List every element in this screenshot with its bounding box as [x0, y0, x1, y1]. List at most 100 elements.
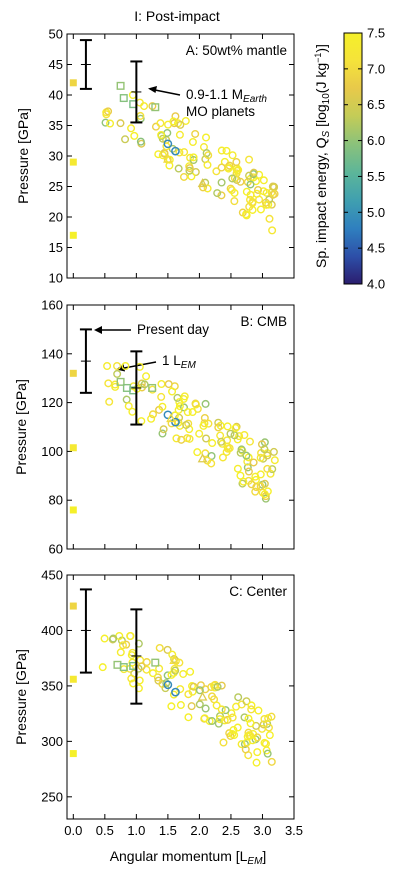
data-point-square-open — [119, 663, 128, 672]
data-point-circle — [140, 102, 149, 111]
panel-c-frame — [66, 574, 295, 820]
data-point-circle — [162, 679, 171, 688]
data-point-circle — [155, 643, 164, 652]
data-point-circle — [223, 422, 232, 431]
data-point-circle — [122, 395, 131, 404]
data-point-circle — [240, 740, 249, 749]
data-point-circle — [264, 714, 273, 723]
y-tick-label: 35 — [49, 118, 63, 133]
data-point-circle — [247, 701, 256, 710]
data-point-circle — [243, 463, 252, 472]
y-tick-label: 100 — [41, 444, 63, 459]
colorbar-tick-label: 7.5 — [367, 26, 385, 41]
panel-b-annotation: Present day 1 LEM — [94, 322, 209, 372]
x-tick-label: 3.0 — [253, 823, 271, 838]
data-point-circle — [260, 445, 269, 454]
data-point-circle — [127, 674, 136, 683]
data-point-circle — [167, 419, 176, 428]
data-point-circle — [147, 414, 156, 423]
error-bar — [130, 350, 143, 426]
data-point-circle — [116, 119, 125, 128]
data-point-circle — [184, 713, 193, 722]
colorbar-tick-label: 7.0 — [367, 61, 385, 76]
data-point-circle — [228, 151, 237, 160]
data-point-circle — [202, 133, 211, 142]
data-point-circle — [230, 197, 239, 206]
panel-a-ylabel: Pressure [GPa] — [15, 108, 31, 204]
data-point-circle — [236, 177, 245, 186]
data-point-circle — [220, 716, 229, 725]
data-point-circle — [157, 131, 166, 140]
colorbar-label: Sp. impact energy, QS [log10(J kg−1)] — [313, 44, 332, 268]
svg-text:1 LEM: 1 LEM — [162, 353, 196, 371]
data-point-circle — [230, 188, 239, 197]
data-point-circle — [188, 138, 197, 147]
data-point-circle — [199, 421, 208, 430]
data-point-circle — [261, 739, 270, 748]
data-point-circle — [218, 453, 227, 462]
data-point-circle — [268, 226, 277, 235]
data-point-circle — [247, 705, 256, 714]
data-point-circle — [156, 119, 165, 128]
data-point-circle — [111, 382, 120, 391]
data-point-square-open — [116, 377, 125, 386]
panel-c-label: C: Center — [229, 584, 287, 599]
data-point-circle — [121, 362, 130, 371]
colorbar-tick-label: 4.0 — [367, 277, 385, 292]
data-point-circle — [207, 452, 216, 461]
data-point-circle — [228, 730, 237, 739]
data-point-circle — [268, 465, 277, 474]
x-axis-label: Angular momentum [LEM] — [110, 848, 267, 867]
data-point-circle — [240, 431, 249, 440]
x-tick-label: 3.5 — [285, 823, 303, 838]
y-tick-label: 160 — [41, 298, 63, 313]
data-point-circle — [113, 369, 122, 378]
data-point-circle — [246, 180, 255, 189]
data-point-circle — [268, 182, 277, 191]
data-point-triangle — [197, 453, 208, 463]
data-point-circle — [221, 706, 230, 715]
data-point-circle — [270, 456, 279, 465]
data-point-circle — [153, 673, 162, 682]
data-point-circle — [175, 658, 184, 667]
data-point-triangle — [197, 178, 208, 188]
x-tick-label: 0.0 — [64, 823, 82, 838]
data-point-circle — [252, 483, 261, 492]
data-point-circle — [264, 723, 273, 732]
data-point-circle — [102, 110, 111, 119]
data-point-circle — [241, 745, 250, 754]
data-point-square-open — [119, 94, 128, 103]
y-tick-label: 30 — [49, 149, 63, 164]
data-point-circle — [269, 447, 278, 456]
data-point-circle — [217, 437, 226, 446]
data-point-circle — [158, 679, 167, 688]
data-point-circle — [171, 666, 180, 675]
data-point-circle — [176, 701, 185, 710]
x-tick-label: 0.5 — [96, 823, 114, 838]
data-point-circle — [127, 651, 136, 660]
data-point-circle — [245, 437, 254, 446]
data-point-triangle — [197, 691, 208, 701]
y-tick-label: 250 — [41, 789, 63, 804]
data-point-circle — [263, 464, 272, 473]
data-point-circle — [231, 424, 240, 433]
data-point-circle — [179, 669, 188, 678]
data-point-circle — [195, 700, 204, 709]
data-point-circle — [261, 494, 270, 503]
data-point-circle — [248, 199, 257, 208]
data-point-circle — [203, 160, 212, 169]
data-point-circle — [208, 692, 217, 701]
panel-b-label: B: CMB — [240, 314, 287, 329]
data-point-circle — [265, 731, 274, 740]
data-point-circle — [229, 726, 238, 735]
data-point-circle — [236, 448, 245, 457]
annotation-b-line2-sub: EM — [181, 360, 197, 371]
data-point-circle — [242, 211, 251, 220]
data-point-circle — [176, 120, 185, 129]
data-point-circle — [210, 681, 219, 690]
data-point-circle — [113, 362, 122, 371]
data-point-circle — [188, 408, 197, 417]
data-point-circle — [165, 155, 174, 164]
data-point-circle — [217, 146, 226, 155]
data-point-circle — [175, 402, 184, 411]
